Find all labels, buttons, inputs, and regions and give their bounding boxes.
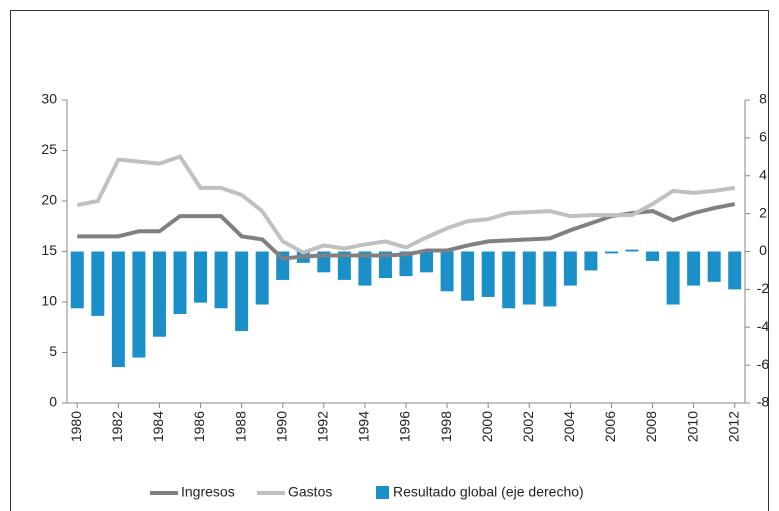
- bar: [132, 251, 146, 358]
- y2-tick-label: -8: [757, 394, 770, 410]
- y-tick-label: 30: [41, 91, 57, 107]
- legend-label: Ingresos: [181, 484, 235, 500]
- x-tick-label: 1986: [191, 411, 207, 442]
- bar: [584, 251, 598, 271]
- bar: [461, 251, 475, 301]
- bar: [358, 251, 372, 286]
- y-tick-label: 15: [41, 242, 57, 258]
- x-tick-label: 2010: [684, 411, 700, 442]
- bar: [687, 251, 701, 286]
- y2-tick-label: 6: [759, 129, 767, 145]
- x-tick-label: 2002: [520, 411, 536, 442]
- x-tick-label: 1990: [273, 411, 289, 442]
- y-tick-label: 5: [49, 343, 57, 359]
- y-tick-label: 0: [49, 394, 57, 410]
- bar: [502, 251, 516, 309]
- bar: [337, 251, 351, 280]
- bar: [214, 251, 228, 309]
- bar: [666, 251, 680, 305]
- bar: [194, 251, 208, 303]
- bar: [70, 251, 84, 309]
- line: [76, 154, 736, 255]
- y2-tick-label: 8: [759, 91, 767, 107]
- frame: [10, 10, 769, 511]
- bar: [543, 251, 557, 307]
- bar: [399, 251, 413, 277]
- bar: [728, 251, 742, 290]
- bar: [646, 251, 660, 261]
- bar: [235, 251, 249, 332]
- bar: [563, 251, 577, 286]
- bar: [91, 251, 105, 316]
- x-tick-label: 1980: [68, 411, 84, 442]
- y-tick-label: 20: [41, 192, 57, 208]
- bar: [707, 251, 721, 282]
- bar: [625, 249, 639, 252]
- bar: [440, 251, 454, 292]
- bar: [152, 251, 166, 337]
- x-tick-label: 1992: [315, 411, 331, 442]
- bar: [522, 251, 536, 305]
- bar: [173, 251, 187, 314]
- x-tick-label: 1982: [109, 411, 125, 442]
- x-tick-label: 2000: [479, 411, 495, 442]
- y-tick-label: 25: [41, 141, 57, 157]
- y2-tick-label: -6: [757, 356, 770, 372]
- bar: [481, 251, 495, 297]
- legend-label: Gastos: [288, 484, 332, 500]
- x-tick-label: 2012: [725, 411, 741, 442]
- y2-tick-label: 4: [759, 166, 767, 182]
- x-tick-label: 1984: [150, 411, 166, 442]
- x-tick-label: 2004: [561, 411, 577, 442]
- x-tick-label: 1996: [397, 411, 413, 442]
- y2-tick-label: 2: [759, 204, 767, 220]
- bar: [420, 251, 434, 273]
- legend-label: Resultado global (eje derecho): [393, 484, 584, 500]
- x-tick-label: 2008: [643, 411, 659, 442]
- y2-tick-label: -2: [757, 280, 770, 296]
- legend-symbol: [376, 486, 389, 499]
- x-tick-label: 1998: [438, 411, 454, 442]
- x-tick-label: 2006: [602, 411, 618, 442]
- bar: [255, 251, 269, 305]
- bar: [111, 251, 125, 368]
- y-tick-label: 10: [41, 293, 57, 309]
- x-tick-label: 1994: [356, 411, 372, 442]
- x-tick-label: 1988: [232, 411, 248, 442]
- y2-tick-label: 0: [759, 242, 767, 258]
- bar: [378, 251, 392, 279]
- y2-tick-label: -4: [757, 318, 770, 334]
- bar: [604, 251, 618, 254]
